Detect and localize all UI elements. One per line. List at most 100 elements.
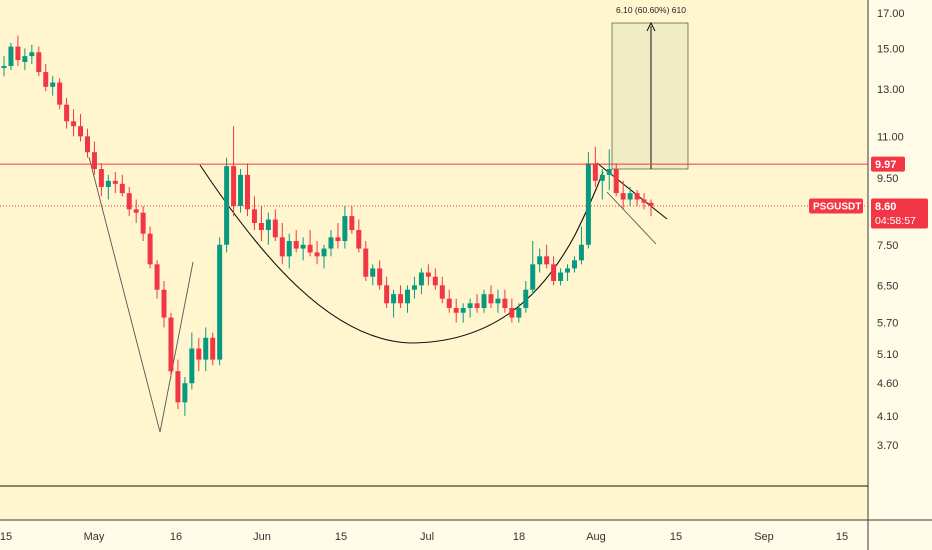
candle-body [349, 216, 355, 231]
time-tick-label: 15 [670, 531, 682, 543]
candle-body [502, 298, 508, 308]
time-tick-label: 15 [0, 531, 12, 543]
candle-body [210, 337, 216, 360]
candle-body [29, 52, 35, 57]
candle-body [321, 248, 327, 257]
candle-body [405, 289, 411, 304]
resistance-tag-label: 9.97 [875, 159, 896, 171]
candle-body [516, 307, 522, 318]
candle-body [544, 256, 550, 265]
last-price-tag: PSGUSDT 8.60 04:58:57 [809, 198, 928, 229]
candle-body [1, 65, 7, 69]
price-tick-label: 3.70 [877, 440, 898, 452]
time-tick-label: May [84, 531, 105, 543]
candle-body [488, 294, 494, 304]
candle-body [133, 209, 139, 213]
flag-lower-line[interactable] [606, 191, 657, 245]
candle-body [272, 219, 278, 238]
time-tick-label: Jul [420, 531, 434, 543]
candle-body [578, 244, 584, 261]
candle-body [258, 222, 264, 231]
candle-body [78, 126, 84, 137]
candles[interactable] [1, 35, 654, 416]
candle-body [98, 169, 104, 187]
measure-tool[interactable]: 6.10 (60.60%) 610 [611, 5, 689, 170]
time-axis-background[interactable] [0, 520, 932, 550]
time-tick-label: Jun [253, 531, 271, 543]
candle-body [196, 348, 202, 360]
candle-body [425, 272, 431, 277]
price-tick-label: 15.00 [877, 43, 905, 55]
candle-body [175, 371, 181, 403]
candle-body [342, 216, 348, 242]
candle-body [648, 202, 654, 207]
price-tick-label: 5.10 [877, 349, 898, 361]
candle-body [251, 209, 257, 223]
candle-body [217, 244, 223, 360]
price-axis-background[interactable] [868, 0, 932, 520]
cup-arc[interactable] [199, 164, 604, 344]
candle-body [356, 230, 362, 249]
candle-body [530, 264, 536, 290]
candle-body [15, 46, 21, 61]
candle-body [300, 244, 306, 249]
candle-body [8, 46, 14, 66]
candle-body [265, 219, 271, 231]
measure-box[interactable] [611, 22, 689, 170]
candle-body [537, 256, 543, 265]
candle-body [481, 294, 487, 308]
candle-body [57, 82, 63, 105]
time-tick-label: 18 [513, 531, 525, 543]
candle-body [439, 285, 445, 299]
candle-body [418, 272, 424, 286]
candle-body [286, 241, 292, 257]
candle-body [161, 289, 167, 318]
candle-body [391, 294, 397, 304]
symbol-tag-label: PSGUSDT [813, 202, 861, 213]
price-tick-label: 5.70 [877, 317, 898, 329]
price-tick-label: 4.60 [877, 378, 898, 390]
candle-body [377, 268, 383, 286]
candle-body [244, 174, 250, 210]
candle-body [571, 260, 577, 269]
candle-body [606, 169, 612, 175]
price-tick-label: 13.00 [877, 84, 905, 96]
candle-body [43, 72, 49, 87]
time-tick-label: Aug [586, 531, 606, 543]
candle-body [446, 298, 452, 308]
time-tick-label: Sep [754, 531, 774, 543]
candle-body [140, 212, 146, 234]
candle-body [22, 56, 28, 63]
candle-body [585, 163, 591, 245]
symbol-tag-box [809, 198, 863, 214]
candle-body [551, 264, 557, 281]
trend-line-drop[interactable] [88, 156, 161, 433]
candle-body [335, 237, 341, 242]
candle-body [91, 152, 97, 170]
candle-body [565, 268, 571, 273]
candle-body [634, 193, 640, 200]
last-price-tag-box [871, 198, 928, 229]
candle-body [189, 348, 195, 384]
candle-body [620, 193, 626, 200]
candle-body [314, 252, 320, 257]
price-tick-label: 11.00 [877, 131, 904, 143]
candle-body [307, 244, 313, 253]
bar-countdown: 04:58:57 [875, 215, 916, 227]
resistance-price-tag: 9.97 [871, 156, 905, 172]
price-tick-label: 7.50 [877, 240, 898, 252]
candle-body [36, 52, 42, 73]
candle-body [363, 248, 369, 277]
measure-label: 6.10 (60.60%) 610 [616, 5, 686, 15]
trend-line-rebound[interactable] [159, 261, 194, 433]
last-price-value: 8.60 [875, 201, 896, 213]
candle-body [460, 307, 466, 313]
time-axis[interactable]: 15 May 16 Jun 15 Jul 18 Aug 15 Sep 15 [0, 531, 848, 543]
candle-body [370, 268, 376, 277]
candle-body [64, 104, 70, 122]
price-axis[interactable]: 17.00 15.00 13.00 11.00 9.50 7.50 6.50 5.70 5.10… [877, 8, 905, 452]
time-tick-label: 15 [335, 531, 347, 543]
candle-body [467, 303, 473, 308]
candle-body [182, 383, 188, 403]
